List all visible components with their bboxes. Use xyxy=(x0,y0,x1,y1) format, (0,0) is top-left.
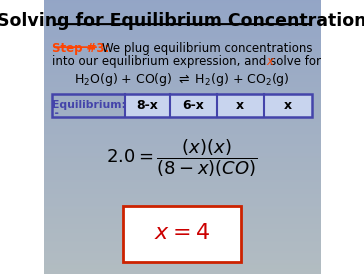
Text: x: x xyxy=(284,99,292,112)
Text: Solving for Equilibrium Concentration: Solving for Equilibrium Concentration xyxy=(0,12,364,30)
Text: $\mathit{x = 4}$: $\mathit{x = 4}$ xyxy=(154,224,210,243)
Text: H$_2$O(g) + CO(g) $\rightleftharpoons$ H$_2$(g) + CO$_2$(g): H$_2$O(g) + CO(g) $\rightleftharpoons$ H… xyxy=(74,71,290,88)
Bar xyxy=(217,94,264,117)
Text: x: x xyxy=(266,55,273,68)
Text: 6-x: 6-x xyxy=(182,99,204,112)
Text: into our equilibrium expression, and solve for: into our equilibrium expression, and sol… xyxy=(52,55,325,68)
Text: Step #3:: Step #3: xyxy=(52,42,109,55)
Text: 8-x: 8-x xyxy=(136,99,158,112)
Bar xyxy=(125,94,170,117)
Text: We plug equilibrium concentrations: We plug equilibrium concentrations xyxy=(102,42,312,55)
Text: Equilibrium:: Equilibrium: xyxy=(52,101,126,110)
Bar xyxy=(170,94,217,117)
Text: x: x xyxy=(236,99,244,112)
FancyBboxPatch shape xyxy=(123,206,241,262)
Bar xyxy=(264,94,312,117)
Text: $2.0 = \dfrac{(x)(x)}{(8-x)(CO)}$: $2.0 = \dfrac{(x)(x)}{(8-x)(CO)}$ xyxy=(106,137,258,179)
Bar xyxy=(52,94,312,117)
